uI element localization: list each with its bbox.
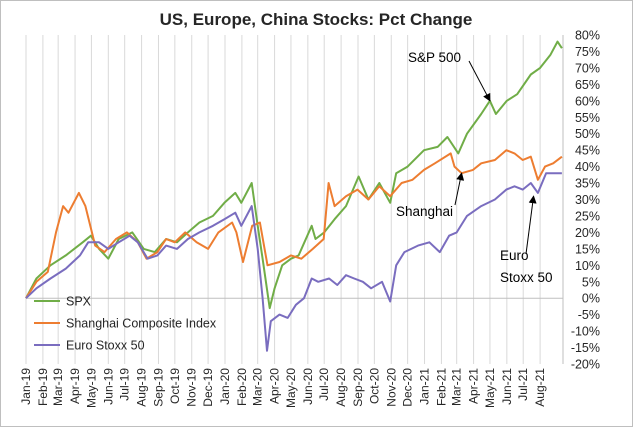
x-tick-label: Feb-19 [36,368,50,406]
x-tick-label: May-20 [284,368,298,408]
y-tick-label: -15% [571,341,600,355]
annotation-arrow [454,172,465,206]
annotation-arrow [525,195,537,255]
y-tick-label: 55% [575,111,600,125]
y-tick-label: 0% [582,292,600,306]
x-tick-label: May-19 [84,368,98,408]
series-line-1 [25,149,563,299]
y-tick-label: 35% [575,177,600,191]
x-tick-label: Jul-19 [118,368,132,401]
series-lines [25,40,563,352]
x-tick-label: Sep-20 [351,368,365,407]
series-line-0 [25,40,563,310]
y-axis: 80% 75% 70% 65% 60% 55% 50% 45% 40% 35% 30% 25% 20% 1… [562,29,600,372]
annotation-label: Shanghai [396,204,453,219]
x-tick-label: Jul-21 [516,368,530,401]
x-tick-label: Aug-20 [334,368,348,407]
x-tick-label: Nov-19 [185,368,199,407]
y-tick-label: 30% [575,193,600,207]
annotations: S&P 500 Shanghai Euro Stoxx 50 [396,50,553,285]
x-tick-label: Mar-21 [450,368,464,406]
x-tick-label: Dec-19 [201,368,215,407]
y-tick-label: 5% [582,275,600,289]
x-axis: Jan-19 Feb-19 Mar-19 Apr-19 May-19 Jun-19 Jul-… [19,297,563,408]
y-tick-label: -20% [571,358,600,372]
x-tick-label: Jun-21 [500,368,514,405]
y-tick-label: 45% [575,144,600,158]
y-tick-label: 40% [575,160,600,174]
y-tick-label: 60% [575,94,600,108]
y-tick-label: 20% [575,226,600,240]
x-tick-label: Jun-20 [301,368,315,405]
legend-label: Shanghai Composite Index [66,317,217,331]
x-tick-label: Nov-20 [384,368,398,407]
y-tick-label: -5% [578,308,600,322]
legend-label: Euro Stoxx 50 [66,339,145,353]
annotation-label: Stoxx 50 [500,270,553,285]
x-tick-label: Sep-19 [151,368,165,407]
x-tick-label: Oct-19 [168,368,182,404]
legend-label: SPX [66,295,92,309]
x-tick-label: Oct-20 [367,368,381,404]
y-tick-label: -10% [571,325,600,339]
vertical-gridlines [25,35,541,364]
x-tick-label: May-21 [483,368,497,408]
x-tick-label: Aug-19 [135,368,149,407]
x-tick-label: Jul-20 [317,368,331,401]
x-tick-label: Jan-21 [418,368,432,405]
x-tick-label: Apr-19 [68,368,82,404]
chart-title: US, Europe, China Stocks: Pct Change [160,10,473,29]
x-tick-label: Apr-20 [268,368,282,404]
y-tick-label: 70% [575,61,600,75]
x-tick-label: Dec-20 [401,368,415,407]
annotation-arrow [468,60,491,102]
x-tick-label: Aug-21 [533,368,547,407]
x-tick-label: Feb-21 [434,368,448,406]
x-tick-label: Jan-19 [19,368,33,405]
y-tick-label: 80% [575,29,600,43]
x-tick-label: Feb-20 [235,368,249,406]
y-tick-label: 50% [575,127,600,141]
y-tick-label: 25% [575,209,600,223]
series-line-2 [25,172,562,352]
x-tick-label: Jan-20 [218,368,232,405]
y-tick-label: 75% [575,45,600,59]
x-tick-label: Mar-19 [51,368,65,406]
legend: SPX Shanghai Composite Index Euro Stoxx 50 [34,295,217,353]
x-tick-label: Apr-21 [467,368,481,404]
x-tick-label: Jun-19 [101,368,115,405]
y-tick-label: 65% [575,78,600,92]
y-tick-label: 15% [575,242,600,256]
annotation-label: S&P 500 [408,50,461,65]
y-tick-label: 10% [575,259,600,273]
x-tick-label: Mar-20 [251,368,265,406]
annotation-label: Euro [500,248,529,263]
